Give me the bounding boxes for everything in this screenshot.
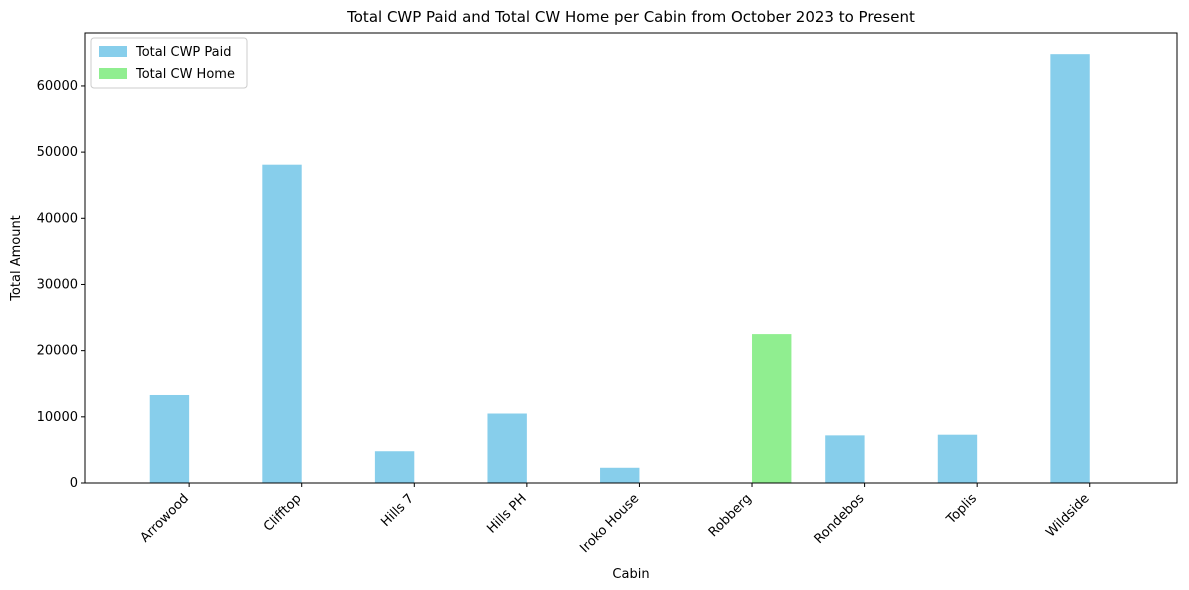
y-tick-label: 40000	[37, 211, 78, 226]
y-tick-label: 0	[70, 476, 78, 491]
legend: Total CWP Paid Total CW Home	[90, 37, 248, 89]
bar	[600, 467, 640, 483]
y-tick-label: 60000	[37, 79, 78, 94]
legend-box	[90, 37, 248, 89]
legend-label: Total CW Home	[135, 67, 235, 82]
bar	[149, 394, 190, 483]
x-tick-label: Iroko House	[577, 491, 642, 556]
x-tick-label: Rondebos	[812, 491, 868, 547]
x-tick-label: Robberg	[706, 491, 755, 540]
x-tick-label: Hills PH	[484, 491, 529, 536]
y-tick-label: 10000	[37, 410, 78, 425]
bar	[262, 164, 302, 484]
x-tick-label: Toplis	[943, 491, 980, 528]
y-axis-label: Total Amount	[9, 215, 24, 302]
chart-title: Total CWP Paid and Total CW Home per Cab…	[346, 8, 915, 26]
x-tick-label: Arrowood	[138, 491, 192, 545]
bar	[374, 451, 415, 483]
y-tick-label: 20000	[37, 344, 78, 359]
bar	[487, 413, 527, 483]
x-tick-label: Wildside	[1043, 491, 1092, 540]
legend-swatch	[99, 68, 127, 79]
x-tick-label: Clifftop	[261, 491, 305, 535]
y-tick-label: 30000	[37, 277, 78, 292]
x-axis-label: Cabin	[612, 567, 649, 582]
plot-area: 0 10000 20000 30000 40000 50000 60000 Arrowood C…	[37, 32, 1178, 556]
bar	[825, 435, 865, 483]
axes-frame	[84, 32, 1178, 484]
bar	[1050, 54, 1090, 483]
x-tick-label: Hills 7	[378, 491, 417, 530]
legend-swatch	[99, 46, 127, 57]
bar	[752, 334, 792, 483]
bar	[937, 434, 978, 483]
y-tick-label: 50000	[37, 145, 78, 160]
legend-label: Total CWP Paid	[135, 45, 231, 60]
